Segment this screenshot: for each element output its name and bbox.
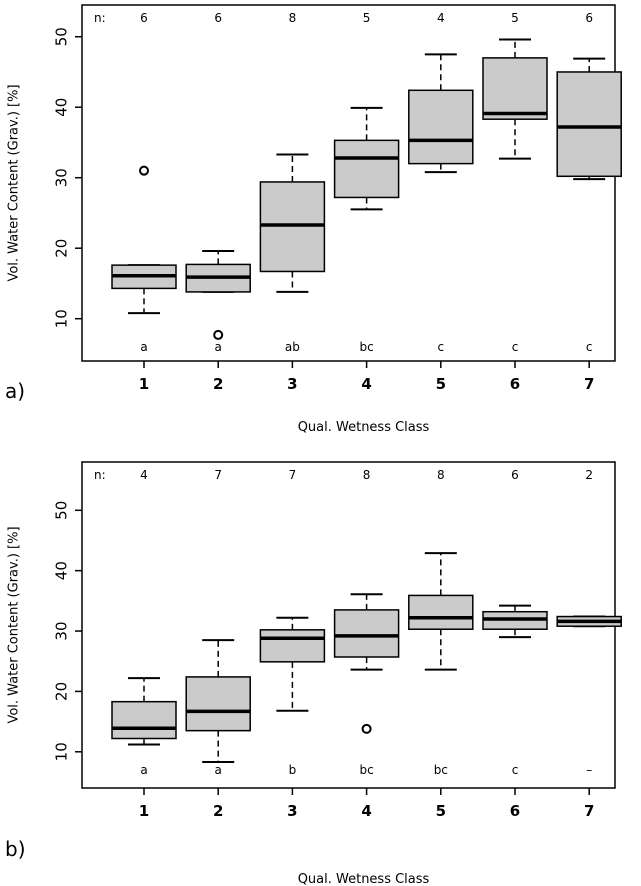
box-body [556,71,622,178]
y-tick-label: 20 [53,682,71,701]
x-tick-label: 1 [139,802,149,820]
x-tick-label: 3 [287,375,297,393]
y-tick-label: 50 [53,501,71,520]
box-5 [408,53,474,174]
plot-frame [81,4,616,362]
panel-2: 10 20 30 40 50 Vol. Water Content (Grav.) [%]… [5,461,622,886]
n-count: 2 [585,468,593,482]
group-letter: bc [359,340,373,354]
box-body [333,139,400,199]
n-count: 6 [511,468,519,482]
box-4 [333,106,400,211]
group-letter: – [586,763,592,777]
group-letter: c [586,340,593,354]
x-tick-label: 7 [584,802,594,820]
group-letter: a [215,340,222,354]
group-letter: c [437,340,444,354]
y-tick-label: 40 [53,98,71,117]
group-letter: bc [434,763,448,777]
box-body [185,676,251,732]
box-body [482,57,548,120]
y-axis-title: Vol. Water Content (Grav.) [%] [7,526,22,723]
y-axis-title: Vol. Water Content (Grav.) [%] [7,84,22,281]
box-3 [259,153,326,293]
group-letter: a [140,763,147,777]
n-count: 8 [363,468,371,482]
outlier-point [361,723,372,734]
x-tick-label: 2 [213,375,223,393]
x-tick-label: 6 [510,375,520,393]
panel-1: 10 20 30 40 50 Vol. Water Content (Grav.) [%]… [5,4,622,435]
y-tick-label: 50 [53,27,71,46]
box-5 [408,552,474,671]
box-body [333,609,400,658]
n-count: 8 [437,468,445,482]
group-letter: b [289,763,297,777]
box-4 [333,593,400,734]
y-tick-label: 20 [53,239,71,258]
panel-label: b) [5,837,26,861]
n-count: 6 [585,11,593,25]
x-tick-label: 5 [436,375,446,393]
n-count: 5 [363,11,371,25]
n-count: 4 [140,468,148,482]
outlier-point [139,165,149,176]
box-1 [111,677,177,746]
box-7 [556,57,622,181]
x-tick-label: 1 [139,375,149,393]
box-body [259,629,326,663]
n-count: 7 [289,468,297,482]
y-tick-label: 10 [53,742,71,761]
outlier-point [213,329,224,340]
n-count: 7 [214,468,222,482]
group-letter: c [512,340,519,354]
box-6 [482,38,548,160]
box-body [111,700,177,740]
x-tick-label: 7 [584,375,594,393]
y-tick-label: 40 [53,561,71,580]
box-body [259,181,326,273]
box-body [408,594,474,630]
n-prefix: n: [94,468,106,482]
panel-label: a) [5,379,25,403]
box-2 [185,639,251,764]
n-count: 4 [437,11,445,25]
box-3 [259,616,326,712]
box-6 [482,604,548,639]
x-tick-label: 4 [361,375,371,393]
x-tick-label: 6 [510,802,520,820]
y-tick-label: 30 [53,621,71,640]
x-axis-title: Qual. Wetness Class [298,872,430,886]
x-tick-label: 4 [361,802,371,820]
box-body [408,89,474,165]
x-tick-label: 2 [213,802,223,820]
x-axis-title: Qual. Wetness Class [298,420,430,435]
group-letter: a [215,763,222,777]
box-7 [556,615,622,628]
group-letter: bc [359,763,373,777]
n-count: 6 [140,11,148,25]
group-letter: c [512,763,519,777]
n-count: 6 [214,11,222,25]
box-2 [185,250,251,340]
x-tick-label: 3 [287,802,297,820]
x-tick-label: 5 [436,802,446,820]
y-tick-label: 10 [53,309,71,328]
box-1 [111,165,177,315]
n-prefix: n: [94,11,106,25]
n-count: 5 [511,11,519,25]
y-tick-label: 30 [53,168,71,187]
group-letter: a [140,340,147,354]
n-count: 8 [289,11,297,25]
group-letter: ab [285,340,300,354]
